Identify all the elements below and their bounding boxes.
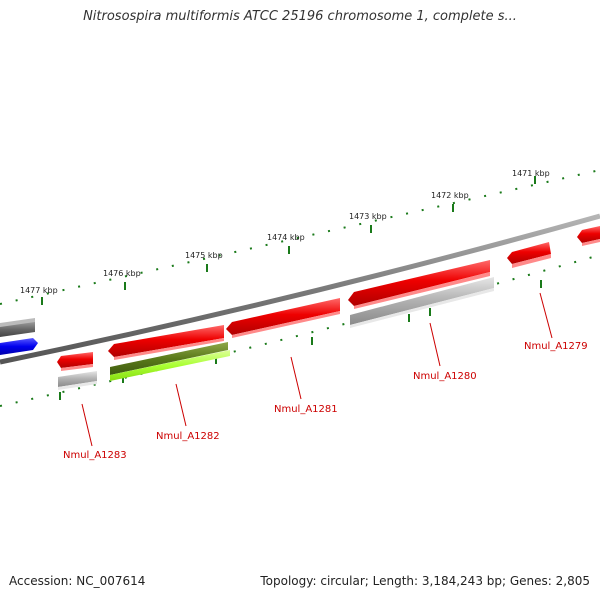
leader-line-a1280 (429, 322, 441, 367)
inner-major-ticks (59, 280, 542, 400)
gene-red-a1282[interactable] (108, 325, 224, 360)
gene-label-a1282[interactable]: Nmul_A1282 (156, 431, 220, 442)
gene-label-a1281[interactable]: Nmul_A1281 (274, 404, 338, 415)
accession-text: Accession: NC_007614 (9, 574, 146, 588)
kbp-label-1471: 1471 kbp (512, 169, 550, 178)
gene-dark-left[interactable] (0, 318, 35, 337)
gene-leader-lines (81, 292, 553, 447)
kbp-label-1474: 1474 kbp (267, 233, 305, 242)
leader-line-a1283 (81, 403, 93, 447)
kbp-label-1472: 1472 kbp (431, 191, 469, 200)
kbp-label-1476: 1476 kbp (103, 269, 141, 278)
outer-ruler-track (0, 169, 600, 305)
feature-gray-a1283[interactable] (58, 371, 97, 390)
gene-red-a1283[interactable] (57, 352, 93, 371)
gene-labels: Nmul_A1279 Nmul_A1280 Nmul_A1281 Nmul_A1… (63, 341, 588, 461)
gene-label-a1279[interactable]: Nmul_A1279 (524, 341, 588, 352)
map-title: Nitrosospira multiformis ATCC 25196 chro… (83, 9, 517, 24)
gene-red-a1279[interactable] (507, 242, 551, 268)
gene-blue-left[interactable] (0, 338, 38, 355)
leader-line-a1279 (539, 292, 553, 339)
chromosome-backbone (0, 213, 600, 365)
kbp-labels: 1471 kbp 1472 kbp 1473 kbp 1474 kbp 1475… (20, 169, 550, 295)
leader-line-a1281 (290, 356, 302, 400)
gene-red-a1280[interactable] (348, 260, 490, 309)
gene-label-a1280[interactable]: Nmul_A1280 (413, 371, 477, 382)
genome-summary-text: Topology: circular; Length: 3,184,243 bp… (260, 574, 590, 588)
feature-olive-a1282[interactable] (110, 342, 228, 375)
kbp-label-1475: 1475 kbp (185, 251, 223, 260)
kbp-label-1473: 1473 kbp (349, 212, 387, 221)
feature-lime-a1282[interactable] (110, 350, 230, 381)
outer-major-ticks (41, 176, 536, 305)
kbp-label-1477: 1477 kbp (20, 286, 58, 295)
leader-line-a1282 (175, 383, 187, 427)
gene-red-right-edge[interactable] (577, 226, 600, 246)
gene-label-a1283[interactable]: Nmul_A1283 (63, 450, 127, 461)
feature-gray-a1280[interactable] (350, 277, 494, 328)
gene-red-a1281[interactable] (226, 298, 340, 338)
